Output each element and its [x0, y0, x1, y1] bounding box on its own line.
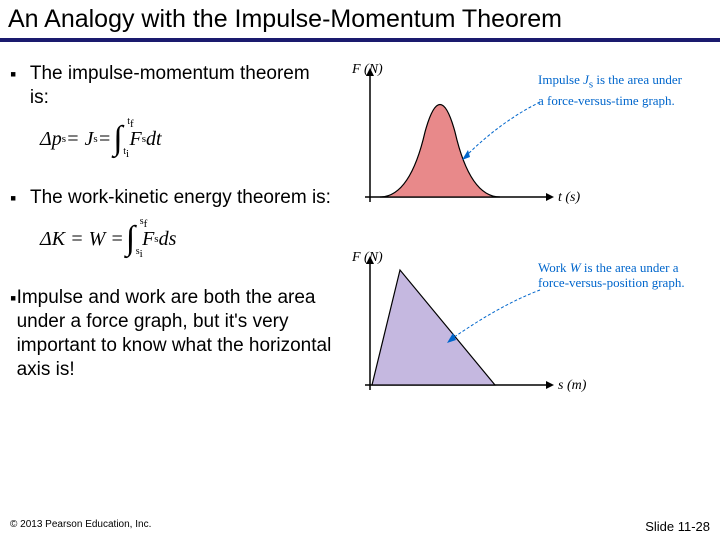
impulse-area — [380, 105, 500, 198]
footer: © 2013 Pearson Education, Inc. Slide 11-… — [10, 519, 710, 534]
x-label: s (m) — [558, 378, 586, 394]
equation-impulse: Δps = Js = ∫ tf ti Fs dt — [40, 120, 332, 158]
y-label: F (N) — [352, 62, 383, 78]
right-column: F (N) t (s) Impulse Js is the area under… — [340, 62, 700, 438]
copyright: © 2013 Pearson Education, Inc. — [10, 519, 151, 534]
integral-sign: ∫ sf si — [126, 220, 135, 258]
bullet-1-text: The impulse-momentum theorem is: — [30, 62, 332, 110]
bullet-1: ▪ The impulse-momentum theorem is: — [10, 62, 332, 110]
eq1-lhs: Δp — [40, 128, 62, 151]
impulse-graph: F (N) t (s) Impulse Js is the area under… — [340, 62, 690, 232]
work-graph: F (N) s (m) Work W is the area under a f… — [340, 250, 690, 420]
annotation-arrow — [465, 102, 540, 157]
x-arrow — [546, 381, 554, 389]
equation-work: ΔK = W = ∫ sf si Fs ds — [40, 220, 332, 258]
work-annotation: Work W is the area under a force-versus-… — [538, 260, 693, 290]
title-bar: An Analogy with the Impulse-Momentum The… — [0, 0, 720, 42]
left-column: ▪ The impulse-momentum theorem is: Δps =… — [10, 62, 340, 438]
y-label: F (N) — [352, 250, 383, 266]
bullet-2-text: The work-kinetic energy theorem is: — [30, 186, 331, 210]
slide-title: An Analogy with the Impulse-Momentum The… — [8, 5, 562, 34]
work-area — [372, 270, 495, 385]
integral-sign: ∫ tf ti — [113, 120, 122, 158]
x-label: t (s) — [558, 190, 580, 206]
x-arrow — [546, 193, 554, 201]
content-area: ▪ The impulse-momentum theorem is: Δps =… — [0, 42, 720, 438]
eq2-lhs: ΔK = W = — [40, 228, 124, 251]
bullet-mark: ▪ — [10, 186, 30, 210]
bullet-mark: ▪ — [10, 286, 17, 382]
bullet-3: ▪ Impulse and work are both the area und… — [10, 286, 332, 382]
annotation-arrow — [450, 290, 540, 340]
bullet-mark: ▪ — [10, 62, 30, 110]
bullet-3-text: Impulse and work are both the area under… — [17, 286, 332, 382]
slide-number: Slide 11-28 — [645, 519, 710, 534]
annotation-arrowhead — [462, 150, 470, 160]
bullet-2: ▪ The work-kinetic energy theorem is: — [10, 186, 332, 210]
impulse-annotation: Impulse Js is the area under a force-ver… — [538, 72, 688, 108]
